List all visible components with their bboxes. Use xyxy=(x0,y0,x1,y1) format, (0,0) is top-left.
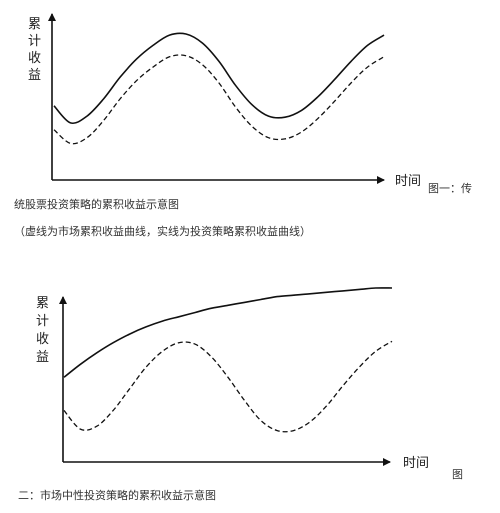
chart-2-caption: 二：市场中性投资策略的累积收益示意图 xyxy=(18,489,216,502)
chart-1-ylabel-char: 益 xyxy=(28,68,41,83)
chart-2: 累 计 收 益 时间 xyxy=(36,287,429,471)
chart-2-figure-tag: 图 xyxy=(452,468,463,481)
chart-1-ylabel-char: 收 xyxy=(28,51,41,66)
chart-2-xlabel: 时间 xyxy=(403,456,429,471)
chart-2-dashed-series-line xyxy=(63,340,393,433)
chart-1-plot-area xyxy=(53,32,385,145)
chart-1-caption-line-1: 统股票投资策略的累积收益示意图 xyxy=(14,198,179,211)
chart-2-ylabel-char: 收 xyxy=(36,332,49,347)
chart-1-solid-series-line xyxy=(53,32,385,125)
chart-1-dashed-series-line xyxy=(53,54,385,145)
chart-2-solid-series-line xyxy=(63,287,393,378)
chart-1-ylabel-char: 计 xyxy=(28,34,41,49)
chart-1-xlabel: 时间 xyxy=(395,174,421,189)
chart-1-ylabel-char: 累 xyxy=(28,17,41,32)
chart-2-ylabel-char: 计 xyxy=(36,314,49,329)
chart-2-ylabel-char: 益 xyxy=(36,350,49,365)
chart-2-ylabel-char: 累 xyxy=(36,296,49,311)
chart-1-caption-line-2: （虚线为市场累积收益曲线，实线为投资策略累积收益曲线） xyxy=(14,225,311,238)
chart-1: 累 计 收 益 时间 xyxy=(28,13,421,189)
chart-1-figure-tag: 图一：传 xyxy=(428,182,472,195)
chart-2-plot-area xyxy=(63,287,393,433)
